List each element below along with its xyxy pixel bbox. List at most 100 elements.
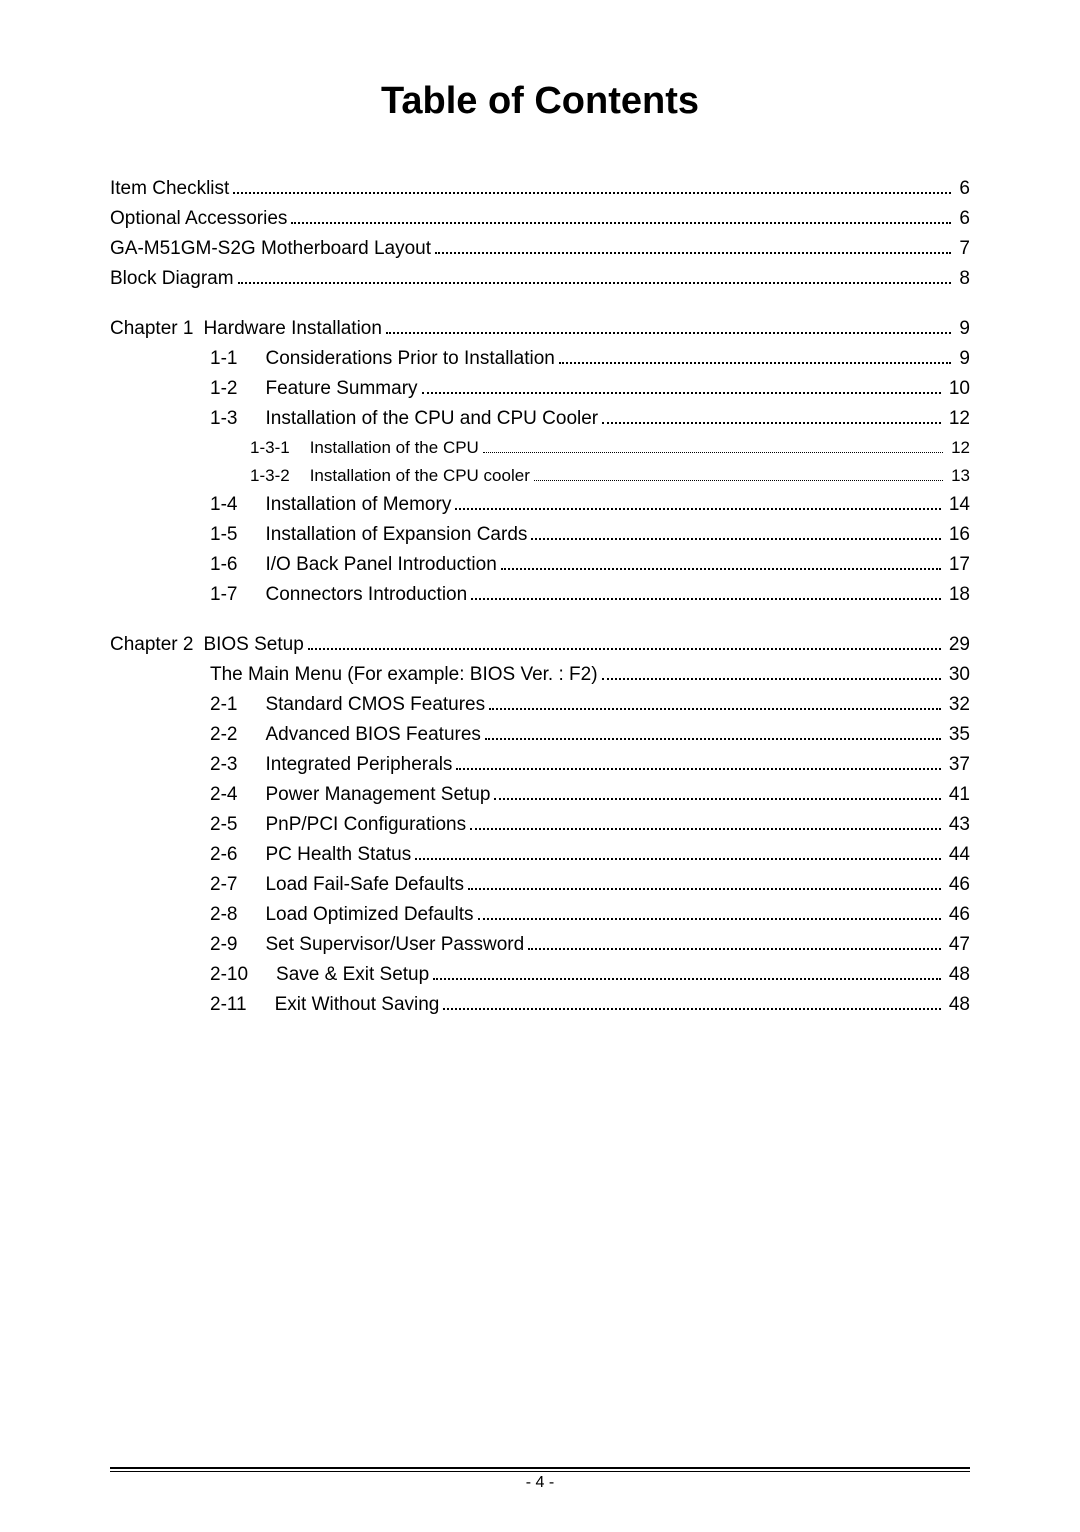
dot-leader (471, 598, 941, 600)
chapter-1-section: Chapter 1 Hardware Installation 9 1-1 Co… (110, 318, 970, 606)
dot-leader (433, 978, 941, 980)
toc-num: 2-4 (210, 784, 237, 806)
toc-entry: Block Diagram 8 (110, 268, 970, 290)
dot-leader (415, 858, 941, 860)
toc-chapter-entry: Chapter 1 Hardware Installation 9 (110, 318, 970, 340)
toc-entry: 1-4 Installation of Memory 14 (110, 494, 970, 516)
dot-leader (534, 480, 943, 481)
dot-leader (422, 392, 941, 394)
dot-leader (489, 708, 941, 710)
toc-entry: 1-3 Installation of the CPU and CPU Cool… (110, 408, 970, 430)
toc-num: 2-9 (210, 934, 237, 956)
dot-leader (435, 252, 951, 254)
chapter-2-section: Chapter 2 BIOS Setup 29 The Main Menu (F… (110, 634, 970, 1016)
toc-entry: 2-8 Load Optimized Defaults 46 (110, 904, 970, 926)
toc-entry: 2-2 Advanced BIOS Features 35 (110, 724, 970, 746)
toc-chapter-entry: Chapter 2 BIOS Setup 29 (110, 634, 970, 656)
toc-label: Considerations Prior to Installation (265, 348, 554, 370)
toc-page: 6 (955, 178, 970, 200)
chapter-prefix: Chapter 2 (110, 634, 193, 656)
footer-rule (110, 1471, 970, 1472)
dot-leader (238, 282, 952, 284)
toc-page: 8 (955, 268, 970, 290)
toc-entry: 2-5 PnP/PCI Configurations 43 (110, 814, 970, 836)
toc-label: Hardware Installation (203, 318, 381, 340)
chapter-prefix: Chapter 1 (110, 318, 193, 340)
toc-num: 1-3-1 (250, 438, 290, 458)
toc-num: 1-2 (210, 378, 237, 400)
dot-leader (456, 768, 940, 770)
toc-page: 30 (945, 664, 970, 686)
dot-leader (468, 888, 941, 890)
toc-label: Integrated Peripherals (265, 754, 452, 776)
dot-leader (308, 648, 941, 650)
dot-leader (501, 568, 941, 570)
toc-num: 2-2 (210, 724, 237, 746)
toc-num: 1-6 (210, 554, 237, 576)
dot-leader (291, 222, 951, 224)
toc-page: 44 (945, 844, 970, 866)
toc-entry: 2-6 PC Health Status 44 (110, 844, 970, 866)
toc-page: 43 (945, 814, 970, 836)
toc-page: 9 (955, 348, 970, 370)
toc-label: PC Health Status (265, 844, 411, 866)
page-title: Table of Contents (110, 80, 970, 123)
toc-page: 16 (945, 524, 970, 546)
footer-rule (110, 1467, 970, 1469)
toc-page: 37 (945, 754, 970, 776)
toc-num: 1-5 (210, 524, 237, 546)
toc-label: Connectors Introduction (265, 584, 467, 606)
toc-page: 46 (945, 874, 970, 896)
toc-page: 48 (945, 964, 970, 986)
toc-page: 41 (945, 784, 970, 806)
page-footer: - 4 - (110, 1467, 970, 1492)
toc-entry: 2-1 Standard CMOS Features 32 (110, 694, 970, 716)
toc-page: 48 (945, 994, 970, 1016)
dot-leader (233, 192, 951, 194)
toc-label: Advanced BIOS Features (265, 724, 480, 746)
toc-label: Exit Without Saving (275, 994, 440, 1016)
toc-num: 2-3 (210, 754, 237, 776)
toc-entry: 1-2 Feature Summary 10 (110, 378, 970, 400)
toc-page: 12 (945, 408, 970, 430)
toc-label: BIOS Setup (203, 634, 303, 656)
toc-label: Power Management Setup (265, 784, 490, 806)
toc-num: 2-6 (210, 844, 237, 866)
toc-entry: Item Checklist 6 (110, 178, 970, 200)
toc-entry: 1-7 Connectors Introduction 18 (110, 584, 970, 606)
toc-entry: 1-5 Installation of Expansion Cards 16 (110, 524, 970, 546)
toc-sub-entry: 1-3-1 Installation of the CPU 12 (110, 438, 970, 458)
toc-label: Installation of the CPU and CPU Cooler (265, 408, 598, 430)
dot-leader (531, 538, 940, 540)
dot-leader (470, 828, 941, 830)
toc-label: Load Fail-Safe Defaults (265, 874, 464, 896)
toc-num: 2-8 (210, 904, 237, 926)
toc-label: Optional Accessories (110, 208, 287, 230)
dot-leader (455, 508, 941, 510)
toc-page: 9 (955, 318, 970, 340)
toc-entry: 2-10 Save & Exit Setup 48 (110, 964, 970, 986)
front-matter-section: Item Checklist 6 Optional Accessories 6 … (110, 178, 970, 290)
toc-entry: Optional Accessories 6 (110, 208, 970, 230)
toc-page: 14 (945, 494, 970, 516)
dot-leader (443, 1008, 940, 1010)
dot-leader (485, 738, 941, 740)
dot-leader (386, 332, 951, 334)
dot-leader (478, 918, 941, 920)
toc-entry: The Main Menu (For example: BIOS Ver. : … (110, 664, 970, 686)
toc-label: GA-M51GM-S2G Motherboard Layout (110, 238, 431, 260)
toc-label: Standard CMOS Features (265, 694, 485, 716)
toc-num: 2-10 (210, 964, 248, 986)
toc-num: 2-11 (210, 994, 247, 1016)
page-number: - 4 - (110, 1474, 970, 1492)
toc-entry: 1-1 Considerations Prior to Installation… (110, 348, 970, 370)
toc-num: 1-4 (210, 494, 237, 516)
dot-leader (559, 362, 952, 364)
toc-entry: 2-4 Power Management Setup 41 (110, 784, 970, 806)
toc-label: Installation of Expansion Cards (265, 524, 527, 546)
dot-leader (483, 452, 943, 453)
toc-label: Installation of Memory (265, 494, 451, 516)
toc-num: 1-3 (210, 408, 237, 430)
toc-label: Set Supervisor/User Password (265, 934, 524, 956)
toc-label: Feature Summary (265, 378, 417, 400)
